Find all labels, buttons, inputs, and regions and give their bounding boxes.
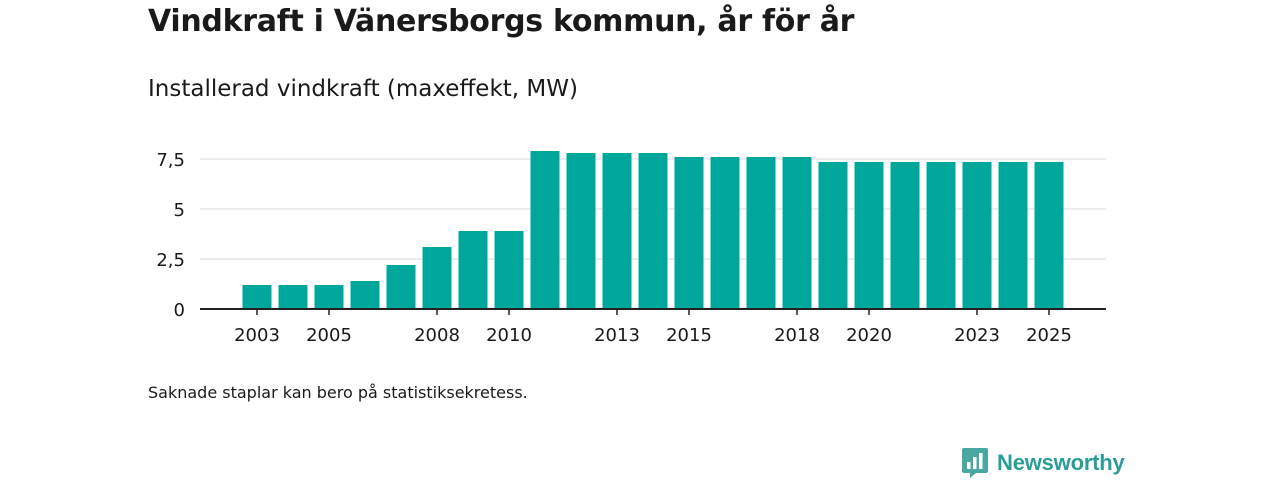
x-tick-label: 2020	[846, 325, 892, 346]
bar-2023	[962, 162, 992, 309]
x-tick-label: 2005	[306, 325, 352, 346]
bar-2005	[314, 285, 344, 309]
x-tick-label: 2008	[414, 325, 460, 346]
brand-logo: Newsworthy	[961, 446, 1125, 480]
x-tick-label: 2010	[486, 325, 532, 346]
bar-2013	[602, 153, 632, 309]
bar-2003	[242, 285, 272, 309]
chart-subtitle: Installerad vindkraft (maxeffekt, MW)	[148, 76, 578, 102]
footnote: Saknade staplar kan bero på statistiksek…	[148, 383, 528, 402]
y-tick-label: 0	[174, 300, 185, 321]
bar-2020	[854, 162, 884, 309]
bar-2007	[386, 265, 416, 309]
bar-2017	[746, 157, 776, 309]
bar-chart-badge-icon	[962, 448, 988, 478]
bar-2010	[494, 231, 524, 309]
bar-2014	[638, 153, 668, 309]
bar-2011	[530, 151, 560, 309]
x-tick-label: 2003	[234, 325, 280, 346]
bar-2004	[278, 285, 308, 309]
y-tick-label: 5	[174, 200, 185, 221]
bar-2016	[710, 157, 740, 309]
x-tick-label: 2018	[774, 325, 820, 346]
bar-2018	[782, 157, 812, 309]
brand-name: Newsworthy	[997, 450, 1125, 475]
bar-2022	[926, 162, 956, 309]
bar-2019	[818, 162, 848, 309]
x-tick-label: 2023	[954, 325, 1000, 346]
x-tick-label: 2015	[666, 325, 712, 346]
bar-2025	[1034, 162, 1064, 309]
bar-2021	[890, 162, 920, 309]
chart-title: Vindkraft i Vänersborgs kommun, år för å…	[148, 4, 855, 39]
bar-2024	[998, 162, 1028, 309]
bar-2015	[674, 157, 704, 309]
bar-2012	[566, 153, 596, 309]
y-tick-label: 7,5	[156, 150, 185, 171]
y-tick-label: 2,5	[156, 250, 185, 271]
bar-2006	[350, 281, 380, 309]
x-tick-label: 2013	[594, 325, 640, 346]
bar-2008	[422, 247, 452, 309]
x-tick-label: 2025	[1026, 325, 1072, 346]
bar-2009	[458, 231, 488, 309]
